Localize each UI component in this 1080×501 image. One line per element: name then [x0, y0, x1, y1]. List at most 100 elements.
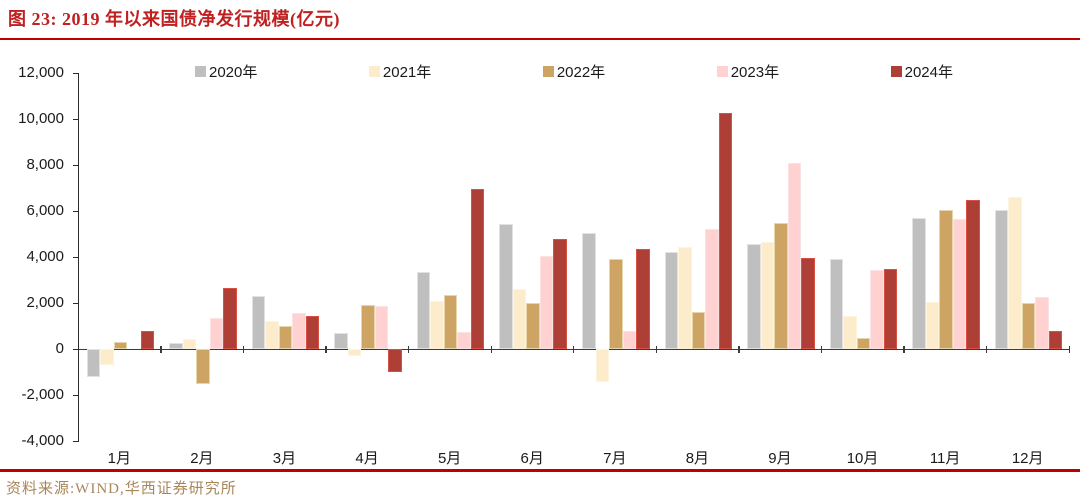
x-axis-label-12: 12月 — [1011, 450, 1044, 467]
bar-2022年-5月 — [443, 294, 458, 349]
bar-2024年-12月 — [1048, 330, 1063, 349]
y-tick-label: 10,000 — [18, 110, 64, 127]
y-tick-mark — [73, 441, 79, 443]
bar-2020年-6月 — [499, 223, 513, 349]
y-tick-mark — [73, 165, 79, 167]
bar-2024年-11月 — [966, 199, 980, 349]
legend-swatch-icon — [716, 65, 728, 77]
bar-2024年-6月 — [553, 238, 567, 349]
bar-2023年-7月 — [622, 330, 637, 349]
chart-legend: 2020年 2021年 2022年 2023年 2024年 — [78, 62, 1069, 81]
bar-2023年-11月 — [952, 219, 967, 349]
bar-2021年-10月 — [843, 315, 857, 349]
bar-2021年-3月 — [265, 321, 279, 349]
x-axis-label-7: 7月 — [603, 450, 627, 467]
bar-2021年-6月 — [512, 289, 527, 349]
month-group-1 — [79, 73, 162, 441]
bar-2022年-7月 — [609, 259, 623, 349]
y-tick-label: 12,000 — [18, 64, 64, 81]
bar-2022年-9月 — [774, 222, 788, 349]
bar-2022年-6月 — [526, 303, 540, 349]
bar-2023年-5月 — [457, 331, 471, 349]
bar-2023年-6月 — [539, 255, 554, 349]
bar-2022年-12月 — [1021, 303, 1036, 349]
bar-2021年-4月 — [347, 349, 362, 356]
bar-2020年-12月 — [994, 209, 1009, 349]
bar-2020年-10月 — [829, 259, 844, 349]
x-axis-label-10: 10月 — [846, 450, 879, 467]
bar-2020年-4月 — [334, 332, 348, 349]
bar-2020年-9月 — [747, 244, 761, 349]
y-axis-labels: 12,000 10,000 8,000 6,000 4,000 2,000 0 -2,000 -… — [0, 64, 64, 449]
y-tick-mark — [73, 349, 79, 351]
x-tick-mark — [490, 346, 492, 353]
bar-2021年-9月 — [760, 242, 775, 349]
legend-item-2023年: 2023年 — [716, 62, 779, 81]
bar-2023年-9月 — [787, 162, 802, 349]
bar-2024年-9月 — [801, 258, 815, 349]
bar-2020年-3月 — [251, 296, 266, 349]
bar-2024年-4月 — [388, 349, 402, 372]
x-axis-label-2: 2月 — [190, 450, 214, 467]
x-axis-label-9: 9月 — [768, 450, 792, 467]
legend-item-2024年: 2024年 — [890, 62, 953, 81]
x-axis-label-5: 5月 — [437, 450, 462, 467]
month-group-12 — [987, 73, 1070, 441]
month-group-10 — [822, 73, 905, 441]
x-tick-mark — [242, 346, 245, 353]
bar-2021年-5月 — [430, 300, 444, 349]
bar-2022年-3月 — [278, 326, 293, 349]
month-group-4 — [327, 73, 410, 441]
y-tick-mark — [73, 119, 79, 121]
x-tick-mark — [820, 346, 823, 353]
bar-2022年-1月 — [113, 342, 128, 349]
legend-label: 2021年 — [382, 63, 432, 81]
legend-swatch-icon — [890, 65, 902, 77]
bar-2024年-2月 — [223, 288, 237, 349]
y-tick-mark — [73, 303, 79, 305]
bar-2023年-8月 — [705, 229, 719, 349]
x-axis-label-8: 8月 — [685, 450, 710, 467]
y-tick-mark — [73, 395, 79, 397]
bar-2022年-10月 — [856, 337, 871, 349]
bar-2020年-5月 — [416, 271, 431, 349]
month-group-11 — [905, 73, 988, 441]
x-tick-mark — [986, 346, 988, 353]
bar-2022年-11月 — [939, 209, 953, 349]
legend-swatch-icon — [542, 65, 554, 77]
month-group-7 — [575, 73, 658, 441]
bar-2020年-11月 — [912, 217, 926, 349]
month-group-3 — [244, 73, 327, 441]
month-group-9 — [740, 73, 823, 441]
legend-item-2022年: 2022年 — [542, 62, 605, 81]
bar-2021年-11月 — [925, 301, 940, 349]
bar-2023年-12月 — [1035, 297, 1049, 349]
x-tick-mark — [655, 346, 658, 353]
x-tick-mark — [325, 346, 327, 353]
source-note: 资料来源:WIND,华西证券研究所 — [6, 481, 237, 497]
bar-2023年-2月 — [209, 317, 224, 349]
y-tick-label: -4,000 — [21, 432, 64, 449]
legend-swatch-icon — [368, 65, 380, 77]
x-tick-mark — [573, 346, 575, 353]
bar-2020年-1月 — [86, 349, 101, 377]
bar-2020年-8月 — [664, 252, 679, 349]
bar-2022年-4月 — [361, 305, 375, 349]
title-rule — [0, 38, 1080, 40]
month-group-5 — [409, 73, 492, 441]
bar-2024年-10月 — [883, 268, 898, 349]
bar-2021年-7月 — [595, 349, 610, 383]
bar-2020年-7月 — [582, 232, 596, 349]
x-tick-mark — [160, 346, 162, 353]
bar-2021年-12月 — [1008, 197, 1022, 349]
chart-plot-area — [73, 73, 1070, 443]
bar-2023年-4月 — [374, 306, 389, 349]
bottom-rule — [0, 469, 1080, 472]
month-group-2 — [162, 73, 245, 441]
legend-label: 2020年 — [209, 63, 258, 81]
x-tick-mark — [738, 346, 740, 353]
x-tick-mark — [1068, 346, 1070, 353]
x-tick-mark — [903, 346, 905, 353]
bar-2024年-3月 — [305, 315, 320, 349]
